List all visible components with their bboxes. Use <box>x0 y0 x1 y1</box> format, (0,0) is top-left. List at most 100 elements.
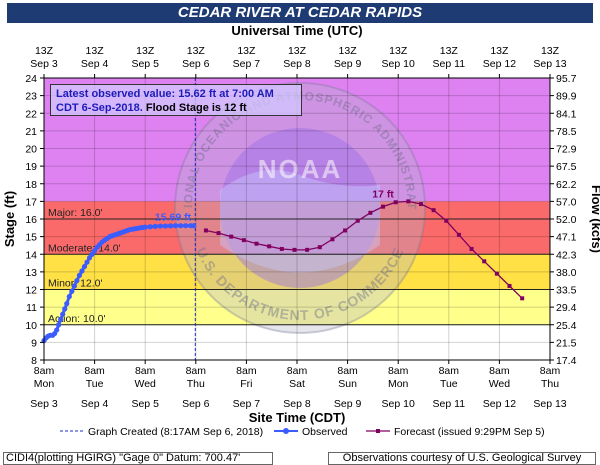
observed-point <box>157 223 163 229</box>
observed-point <box>76 272 83 278</box>
forecast-point <box>279 246 284 251</box>
flow-tick-label: 38.0 <box>556 267 577 279</box>
forecast-point <box>317 245 322 250</box>
cdt-tick-weekday: Fri <box>240 378 252 390</box>
forecast-point <box>368 210 373 215</box>
cdt-tick-weekday: Tue <box>440 378 458 390</box>
legend-forecast-marker <box>376 429 380 433</box>
observed-point <box>178 223 184 229</box>
legend-observed-marker <box>283 428 289 434</box>
flow-tick-label: 47.1 <box>556 232 577 244</box>
utc-tick-day: Sep 5 <box>131 58 159 70</box>
cdt-tick-weekday: Mon <box>388 378 409 390</box>
legend-observed-label: Observed <box>302 426 348 438</box>
y-tick-label: 22 <box>25 108 37 120</box>
cdt-tick-date: Sep 5 <box>131 398 159 410</box>
chart-title: CEDAR RIVER AT CEDAR RAPIDS <box>7 3 593 23</box>
cdt-tick-date: Sep 10 <box>382 398 415 410</box>
y-tick-label: 16 <box>25 214 37 226</box>
cdt-tick-date: Sep 8 <box>283 398 311 410</box>
forecast-point <box>520 296 525 301</box>
observed-point <box>56 322 62 328</box>
forecast-point <box>241 238 246 243</box>
latest-value-date: CDT 6-Sep-2018. <box>56 102 143 114</box>
forecast-point <box>494 271 499 276</box>
cdt-tick-time: 8am <box>84 365 105 377</box>
category-label-major: Major: 16.0' <box>48 207 103 219</box>
forecast-point <box>216 231 221 236</box>
category-label-moderate: Moderate: 14.0' <box>48 242 121 254</box>
y-tick-label: 8 <box>31 355 37 367</box>
utc-tick-day: Sep 3 <box>30 58 58 70</box>
cdt-tick-time: 8am <box>236 365 257 377</box>
forecast-point <box>330 237 335 242</box>
forecast-point <box>406 199 411 204</box>
observed-point <box>152 223 158 230</box>
utc-tick-time: 13Z <box>490 45 509 57</box>
forecast-point <box>229 234 234 239</box>
utc-tick-time: 13Z <box>86 45 105 57</box>
gage-datum-footer: CIDI4(plotting HGIRG) "Gage 0" Datum: 70… <box>3 452 273 465</box>
observed-point <box>183 223 189 229</box>
y-tick-label: 9 <box>31 337 37 349</box>
band-normal <box>44 324 550 360</box>
band-action <box>44 289 550 325</box>
utc-tick-time: 13Z <box>136 45 155 57</box>
forecast-point <box>267 244 272 249</box>
flow-tick-label: 72.9 <box>556 144 577 156</box>
cdt-tick-weekday: Tue <box>86 378 104 390</box>
y-tick-label: 11 <box>26 302 37 314</box>
observed-point <box>172 223 179 229</box>
utc-tick-day: Sep 9 <box>334 58 362 70</box>
flow-tick-label: 57.0 <box>556 196 577 208</box>
flow-tick-label: 33.5 <box>556 285 577 297</box>
data-series: Action: 10.0'Minor: 12.0'Moderate: 14.0'… <box>41 78 525 360</box>
forecast-point <box>292 247 297 252</box>
cdt-tick-weekday: Mon <box>34 378 55 390</box>
flow-tick-label: 84.1 <box>556 108 577 120</box>
forecast-point <box>418 202 423 207</box>
y-tick-label: 24 <box>25 73 37 85</box>
cdt-tick-time: 8am <box>439 365 460 377</box>
cdt-tick-time: 8am <box>540 365 561 377</box>
observed-point <box>191 223 197 229</box>
watermark-logo-text: NOAA <box>258 154 343 184</box>
flow-tick-label: 67.5 <box>556 161 577 173</box>
observed-point <box>167 223 174 229</box>
band-major <box>44 219 550 255</box>
forecast-point <box>305 247 310 252</box>
legend: Graph Created (8:17AM Sep 6, 2018) Observ… <box>60 426 545 438</box>
forecast-line <box>205 200 523 299</box>
observed-point <box>74 278 80 284</box>
utc-tick-time: 13Z <box>237 45 256 57</box>
cdt-tick-date: Sep 6 <box>182 398 210 410</box>
cdt-tick-weekday: Sat <box>289 378 305 390</box>
forecast-point <box>254 241 259 246</box>
cdt-tick-date: Sep 7 <box>233 398 261 410</box>
utc-tick-day: Sep 6 <box>182 58 210 70</box>
y-tick-label: 21 <box>25 126 37 138</box>
forecast-point <box>456 232 461 237</box>
cdt-tick-time: 8am <box>186 365 207 377</box>
forecast-point <box>469 246 474 251</box>
observed-point <box>79 268 85 274</box>
band-below-action <box>44 360 550 396</box>
flood-stage-text: Flood Stage is 12 ft <box>145 102 247 114</box>
category-label-action: Action: 10.0' <box>48 313 105 325</box>
forecast-point <box>507 283 512 288</box>
y-tick-label: 13 <box>25 267 37 279</box>
top-axis-title: Universal Time (UTC) <box>231 23 362 38</box>
cdt-tick-date: Sep 13 <box>533 398 566 410</box>
cdt-tick-weekday: Thu <box>541 378 559 390</box>
observed-point <box>66 293 72 300</box>
observed-point <box>81 263 88 270</box>
utc-tick-time: 13Z <box>389 45 408 57</box>
utc-tick-time: 13Z <box>541 45 560 57</box>
flow-tick-label: 25.4 <box>556 320 577 332</box>
legend-graph-created-label: Graph Created (8:17AM Sep 6, 2018) <box>88 426 263 438</box>
flow-tick-label: 42.3 <box>556 249 577 261</box>
utc-tick-time: 13Z <box>440 45 459 57</box>
cdt-tick-weekday: Wed <box>134 378 156 390</box>
observed-point <box>64 301 70 307</box>
